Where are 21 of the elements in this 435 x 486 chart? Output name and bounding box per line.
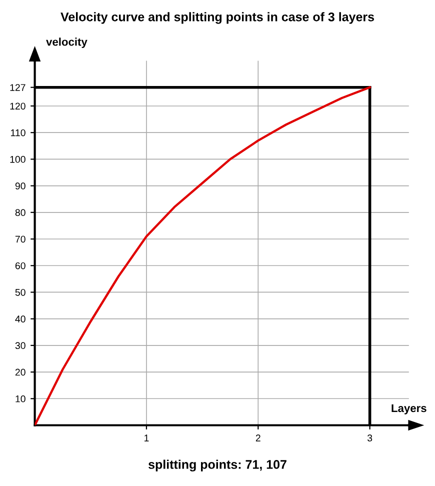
y-tick-label: 60: [15, 262, 26, 270]
y-tick-label: 30: [15, 342, 26, 350]
y-tick-label: 100: [10, 156, 26, 163]
y-tick-label: 120: [10, 102, 26, 110]
line-series: [34, 86, 371, 426]
y-tick-label: 70: [15, 236, 26, 243]
y-tick-label: 50: [15, 288, 26, 296]
y-tick-label: 90: [15, 182, 26, 190]
chart-title: Velocity curve and splitting points in case of 3 layers: [60, 12, 374, 24]
y-axis-title: velocity: [46, 38, 88, 48]
y-tick-label: 110: [11, 129, 26, 136]
y-tick-label: 40: [15, 316, 26, 322]
x-tick-label: 2: [256, 434, 260, 442]
y-tick-label: 10: [16, 395, 26, 402]
y-tick-label: 80: [15, 209, 26, 216]
x-tick-label: 3: [367, 434, 372, 442]
y-tick-label: 127: [10, 84, 26, 91]
y-tick-label: 20: [15, 368, 26, 376]
x-axis-title: Layers: [392, 404, 426, 414]
x-tick-label: 1: [144, 434, 149, 442]
text: splitting points: 71, 107: [148, 460, 286, 472]
